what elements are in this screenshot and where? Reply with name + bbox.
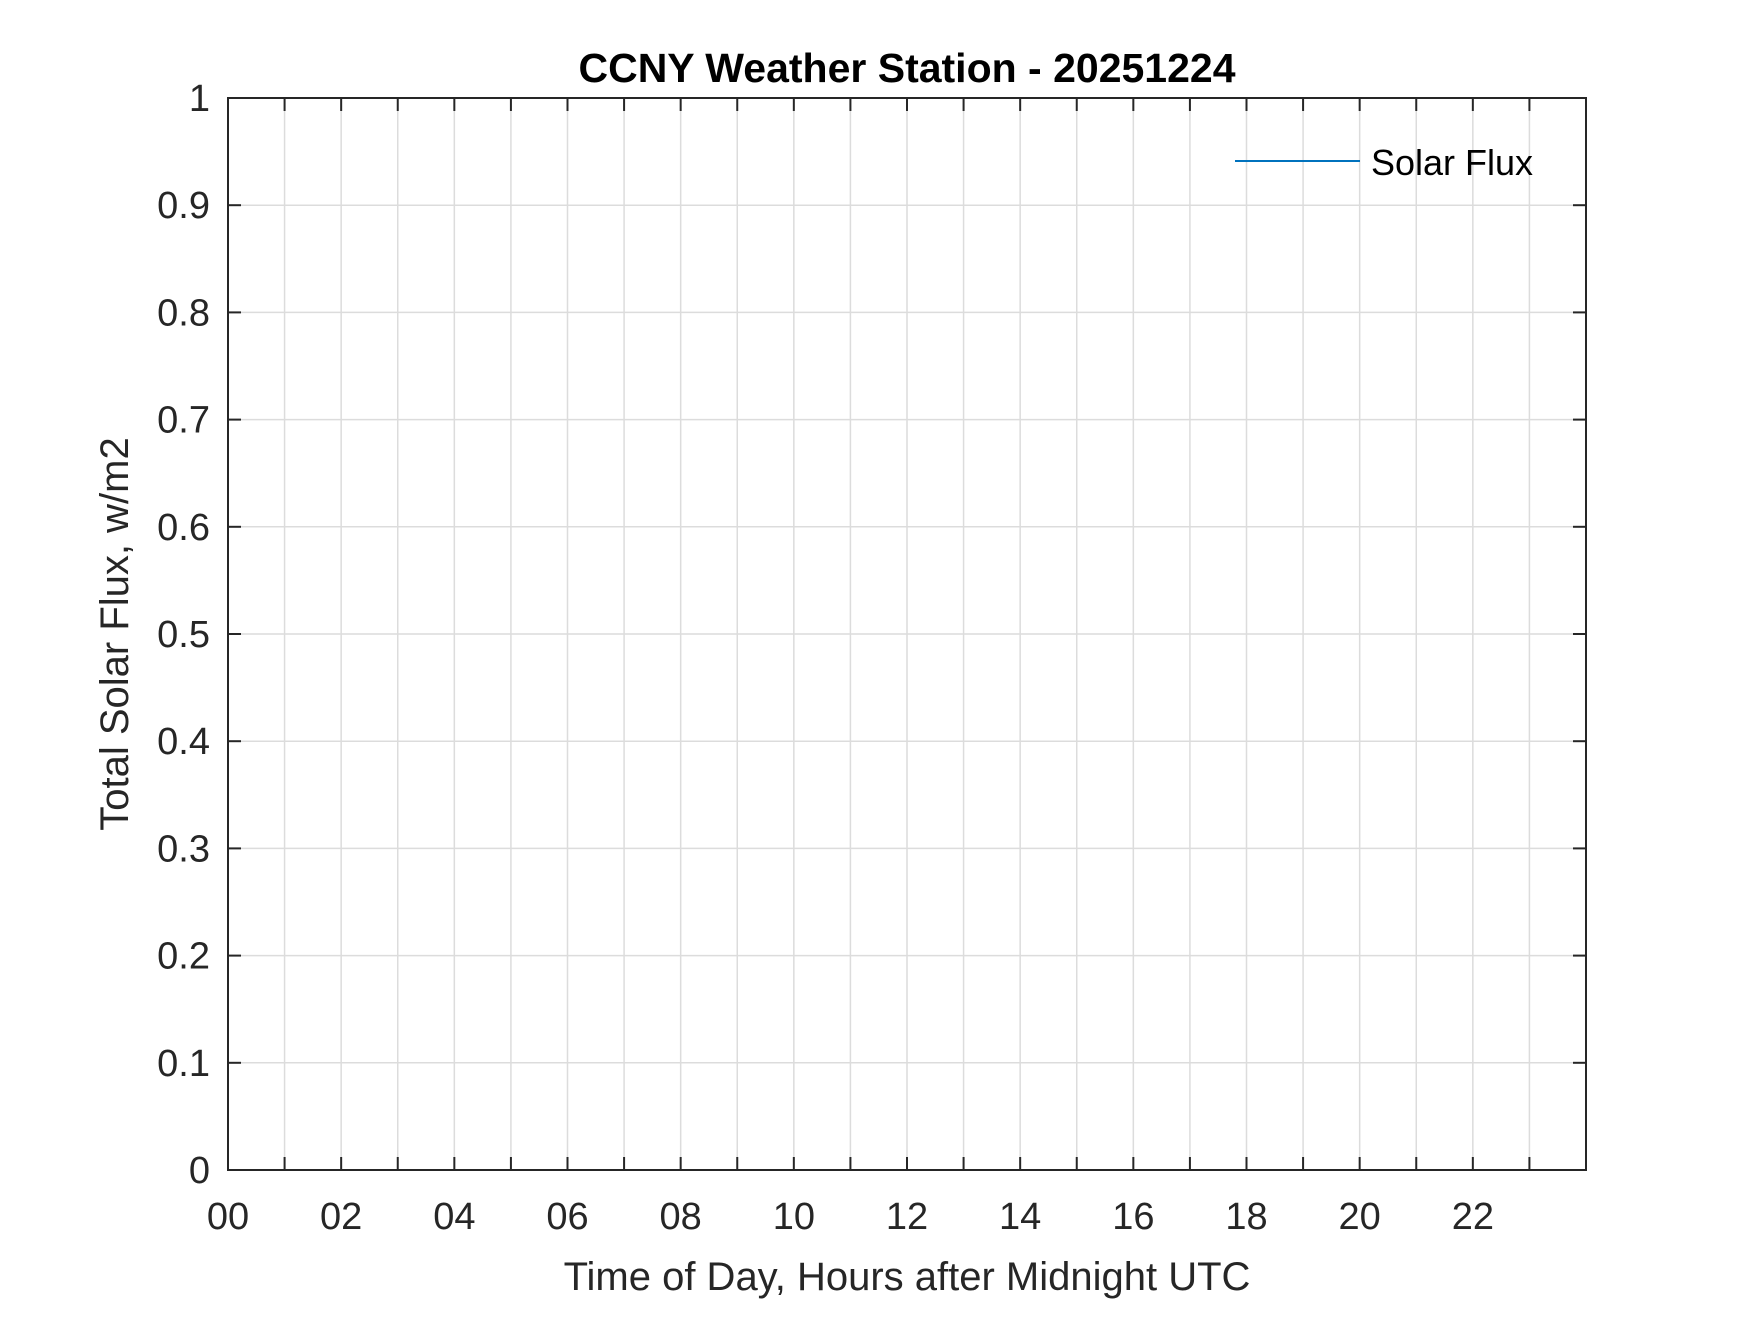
- y-tick-label: 0.7: [157, 400, 210, 442]
- x-tick-label: 10: [773, 1196, 815, 1238]
- x-tick-label: 14: [999, 1196, 1041, 1238]
- ticks: [228, 98, 1586, 1170]
- y-tick-label: 0.6: [157, 507, 210, 549]
- y-tick-label: 0.5: [157, 614, 210, 656]
- y-tick-label: 0.8: [157, 292, 210, 334]
- y-tick-label: 0.2: [157, 936, 210, 978]
- x-tick-label: 20: [1339, 1196, 1381, 1238]
- legend-label-solar-flux: Solar Flux: [1371, 142, 1533, 183]
- x-tick-labels: 00 02 04 06 08 10 12 14 16 18 20 22: [207, 1196, 1494, 1238]
- y-axis-label: Total Solar Flux, w/m2: [93, 437, 137, 830]
- y-tick-labels: 0 0.1 0.2 0.3 0.4 0.5 0.6 0.7 0.8 0.9 1: [157, 78, 210, 1192]
- x-tick-label: 18: [1225, 1196, 1267, 1238]
- y-tick-label: 0: [189, 1150, 210, 1192]
- y-tick-label: 1: [189, 78, 210, 120]
- x-axis-label: Time of Day, Hours after Midnight UTC: [564, 1255, 1251, 1299]
- y-tick-label: 0.1: [157, 1043, 210, 1085]
- x-tick-label: 06: [546, 1196, 588, 1238]
- x-tick-label: 22: [1452, 1196, 1494, 1238]
- x-tick-label: 08: [660, 1196, 702, 1238]
- y-tick-label: 0.9: [157, 185, 210, 227]
- chart-title: CCNY Weather Station - 20251224: [578, 45, 1235, 91]
- y-tick-label: 0.4: [157, 721, 210, 763]
- grid: [228, 98, 1586, 1170]
- x-tick-label: 02: [320, 1196, 362, 1238]
- x-tick-label: 04: [433, 1196, 475, 1238]
- x-tick-label: 00: [207, 1196, 249, 1238]
- y-tick-label: 0.3: [157, 828, 210, 870]
- x-tick-label: 16: [1112, 1196, 1154, 1238]
- x-tick-label: 12: [886, 1196, 928, 1238]
- legend: Solar Flux: [1235, 142, 1533, 183]
